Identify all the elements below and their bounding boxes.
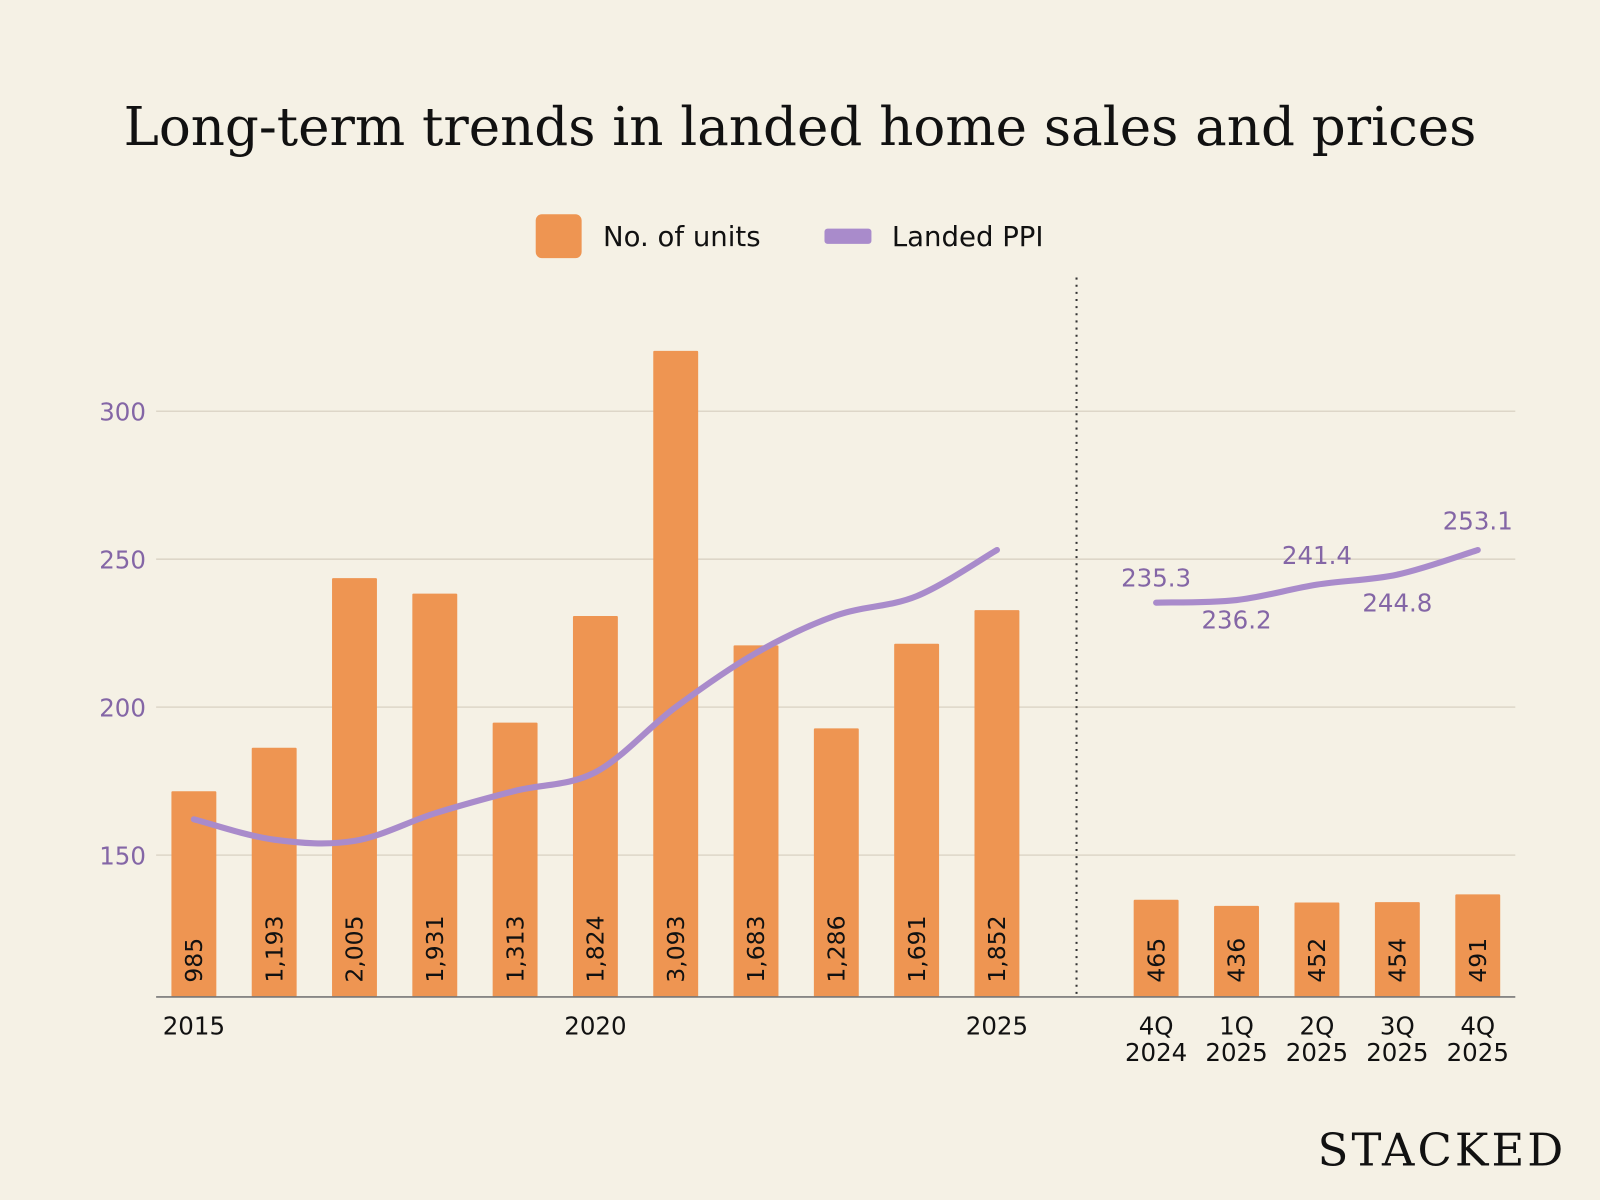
x-tick-label: 2015 — [163, 1012, 225, 1041]
unit-bar — [1455, 894, 1501, 997]
x-tick-label-year: 2025 — [1366, 1038, 1428, 1067]
unit-bar — [1294, 902, 1340, 997]
x-tick-label: 2025 — [966, 1012, 1028, 1041]
bar-value-label: 1,931 — [421, 915, 449, 982]
unit-bar — [1214, 905, 1259, 997]
x-tick-label-quarter: 4Q — [1460, 1012, 1495, 1041]
chart-title: Long-term trends in landed home sales an… — [124, 96, 1477, 158]
unit-bar — [894, 643, 940, 997]
unit-bar — [251, 747, 297, 997]
x-tick-label-quarter: 1Q — [1219, 1012, 1254, 1041]
y-tick-label: 300 — [99, 397, 146, 426]
ppi-line-annual — [190, 546, 1000, 847]
unit-bar — [171, 791, 217, 997]
bar-value-label: 1,193 — [260, 915, 288, 982]
x-tick-label: 2020 — [564, 1012, 626, 1041]
unit-bar — [412, 593, 458, 997]
bar-value-label: 491 — [1464, 938, 1492, 983]
stacked-logo: STACKED — [1318, 1123, 1567, 1176]
bar-value-label: 985 — [180, 938, 208, 983]
unit-bar — [733, 645, 779, 997]
y-tick-label: 200 — [99, 693, 146, 722]
unit-bar — [1374, 902, 1420, 997]
x-tick-label-quarter: 4Q — [1139, 1012, 1174, 1041]
legend-swatch-ppi — [824, 228, 872, 244]
ppi-line-quarterly — [1153, 546, 1481, 606]
bar-value-label: 1,313 — [501, 915, 529, 982]
x-tick-label-year: 2025 — [1286, 1038, 1348, 1067]
x-tick-label-year: 2024 — [1125, 1038, 1187, 1067]
bars — [171, 350, 1501, 997]
bar-value-label: 2,005 — [341, 915, 369, 982]
x-tick-label-quarter: 2Q — [1300, 1012, 1335, 1041]
x-tick-label-year: 2025 — [1205, 1038, 1267, 1067]
ppi-value-label: 241.4 — [1282, 541, 1352, 570]
bar-value-label: 1,691 — [903, 915, 931, 982]
bar-value-label: 1,683 — [742, 915, 770, 982]
unit-bar — [813, 728, 859, 997]
bar-value-label: 452 — [1303, 938, 1331, 983]
ppi-value-label: 244.8 — [1362, 588, 1432, 617]
bar-value-label: 465 — [1142, 938, 1170, 983]
ppi-value-label: 236.2 — [1201, 606, 1271, 635]
labels: 150 200 250 300 985 1,193 2,005 1,931 1,313 1,824… — [99, 397, 1513, 1067]
ppi-value-label: 253.1 — [1443, 507, 1513, 536]
bar-value-label: 1,286 — [822, 915, 850, 982]
legend-label-units: No. of units — [603, 221, 761, 253]
legend-label-ppi: Landed PPI — [892, 221, 1044, 253]
bar-value-label: 454 — [1384, 938, 1412, 983]
ppi-lines — [190, 546, 1481, 847]
unit-bar — [974, 610, 1020, 997]
unit-bar — [572, 615, 618, 997]
legend: No. of units Landed PPI — [535, 214, 1044, 259]
legend-swatch-units — [535, 214, 582, 259]
x-tick-label-quarter: 3Q — [1380, 1012, 1415, 1041]
unit-bar — [653, 350, 699, 997]
y-tick-label: 150 — [99, 841, 146, 870]
bar-value-label: 3,093 — [662, 915, 690, 982]
bar-value-label: 1,824 — [582, 915, 610, 982]
bar-value-label: 1,852 — [983, 915, 1011, 982]
x-tick-label-year: 2025 — [1447, 1038, 1509, 1067]
unit-bar — [332, 578, 377, 997]
y-tick-label: 250 — [99, 545, 146, 574]
bar-value-label: 436 — [1223, 938, 1251, 983]
ppi-value-label: 235.3 — [1121, 563, 1191, 592]
unit-bar — [1133, 899, 1179, 997]
